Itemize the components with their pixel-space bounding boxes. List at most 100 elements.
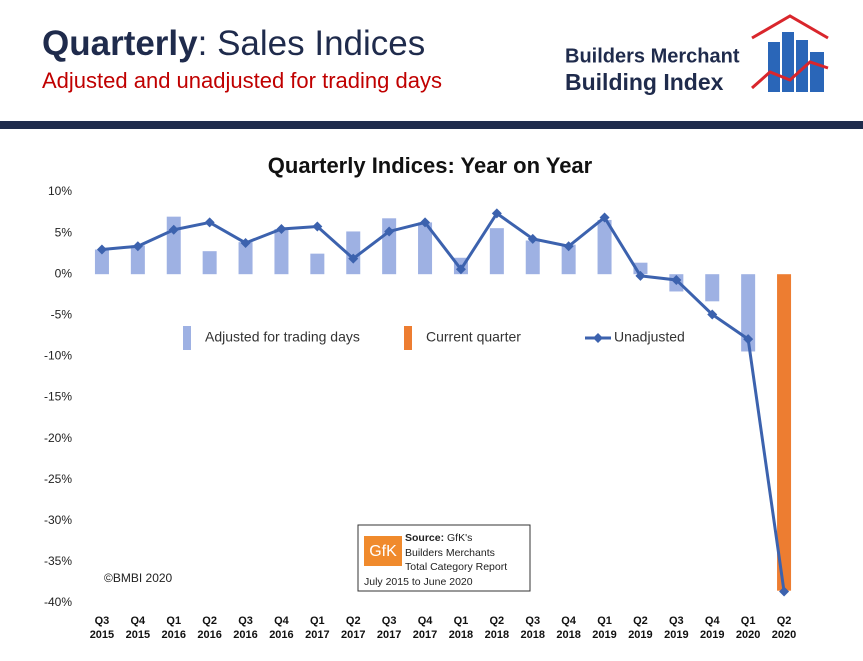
y-tick-label: -30% (44, 513, 72, 527)
y-tick-label: 5% (55, 225, 73, 239)
gfk-logo-bg (364, 536, 402, 566)
line-marker (527, 233, 538, 244)
line-marker (240, 237, 251, 248)
title-main: Quarterly (42, 24, 198, 63)
logo-bar (768, 42, 780, 92)
x-tick-label: Q2 2017 (341, 615, 366, 641)
y-tick-label: -40% (44, 595, 72, 609)
bar (274, 228, 289, 275)
slide-title: Quarterly: Sales Indices (42, 24, 425, 63)
y-tick-label: -10% (44, 349, 72, 363)
legend-label: Unadjusted (614, 329, 685, 345)
bar (346, 231, 361, 275)
line-marker (743, 334, 754, 345)
legend-label: Current quarter (426, 329, 521, 345)
bar (94, 249, 109, 275)
line (101, 211, 786, 592)
bar (597, 219, 612, 275)
line-marker (707, 309, 718, 320)
logo: Builders Merchant Building Index (565, 14, 829, 95)
line-marker (635, 270, 646, 281)
bar (418, 222, 433, 275)
x-tick-label: Q4 2017 (412, 615, 438, 641)
bar (741, 274, 756, 352)
x-tick-label: Q1 2016 (161, 615, 186, 641)
y-tick-label: -15% (44, 390, 72, 404)
legend-swatch (404, 326, 412, 350)
logo-text: Builders Merchant (565, 45, 740, 67)
line-marker (168, 224, 179, 235)
logo-roof (751, 14, 829, 40)
title-rest: : Sales Indices (198, 24, 426, 63)
y-tick-label: -35% (44, 554, 72, 568)
source-text: Source: GfK's (405, 532, 472, 544)
line-marker (96, 244, 107, 255)
logo-text: Building Index (565, 69, 724, 95)
source-text: Builders Merchants (405, 547, 495, 559)
line-marker (132, 241, 143, 252)
slide-subtitle: Adjusted and unadjusted for trading days (42, 68, 442, 93)
line-marker (384, 226, 395, 237)
bar (130, 245, 145, 275)
x-tick-label: Q3 2016 (233, 615, 258, 641)
line-marker (491, 208, 502, 219)
x-tick-label: Q2 2019 (628, 615, 653, 641)
y-tick-label: -20% (44, 431, 72, 445)
y-tick-label: -25% (44, 472, 72, 486)
source-label: Source: (405, 532, 444, 544)
source-text: Total Category Report (405, 561, 507, 573)
bar (238, 242, 253, 275)
line-marker (276, 223, 287, 234)
x-tick-label: Q4 2018 (556, 615, 581, 641)
source-text: July 2015 to June 2020 (364, 576, 473, 588)
logo-bar (810, 52, 824, 92)
line-marker (455, 264, 466, 275)
line-marker (671, 274, 682, 285)
legend-label: Adjusted for trading days (205, 329, 360, 345)
line-marker (420, 217, 431, 228)
x-tick-label: Q2 2020 (771, 615, 797, 641)
bar (525, 240, 540, 275)
x-tick-label: Q3 2019 (664, 615, 689, 641)
x-tick-label: Q3 2018 (520, 615, 545, 641)
line-marker (779, 586, 790, 597)
x-tick-label: Q4 2016 (269, 615, 294, 641)
legend-swatch (593, 333, 603, 343)
y-tick-label: -5% (51, 307, 73, 321)
x-tick-label: Q3 2015 (89, 615, 115, 641)
x-tick-label: Q4 2019 (700, 615, 725, 641)
bar (633, 262, 648, 275)
logo-bar (796, 40, 808, 92)
legend-swatch (183, 326, 191, 350)
logo-bar (782, 32, 794, 92)
y-tick-label: 0% (55, 266, 73, 280)
x-tick-label: Q1 2019 (592, 615, 617, 641)
line-marker (348, 253, 359, 264)
x-tick-label: Q4 2015 (125, 615, 151, 641)
bar (705, 274, 720, 302)
line-marker (563, 241, 574, 252)
logo-line (751, 60, 829, 90)
line-marker (599, 212, 610, 223)
bar (489, 228, 504, 275)
bar (310, 253, 325, 275)
x-tick-label: Q2 2016 (197, 615, 222, 641)
x-tick-label: Q3 2017 (376, 615, 402, 641)
line-marker (312, 221, 323, 232)
header-rule (0, 121, 863, 129)
x-tick-label: Q1 2017 (305, 615, 330, 641)
y-tick-label: 10% (48, 184, 72, 198)
bar (561, 244, 576, 275)
x-tick-label: Q1 2020 (735, 615, 761, 641)
bar (777, 274, 792, 591)
gfk-logo: GfK (369, 543, 397, 560)
bar (202, 251, 217, 275)
copyright: ©BMBI 2020 (104, 571, 173, 585)
chart-title: Quarterly Indices: Year on Year (268, 153, 593, 178)
line-marker (204, 217, 215, 228)
source-name: GfK's (444, 532, 472, 544)
source-box: GfK Source: GfK's Builders Merchants Tot… (357, 524, 531, 592)
x-tick-label: Q1 2018 (448, 615, 474, 641)
